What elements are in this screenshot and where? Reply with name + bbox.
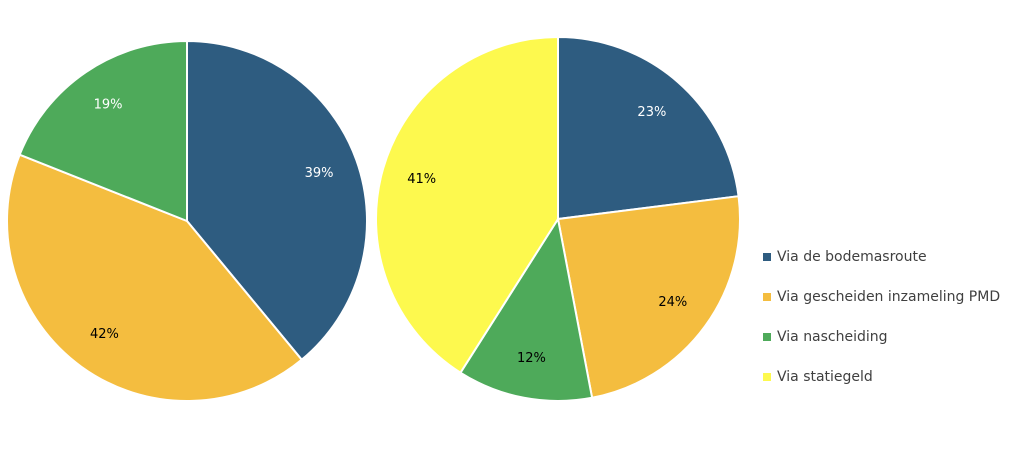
legend-label: Via statiegeld bbox=[777, 369, 873, 385]
data-label: 12% bbox=[517, 351, 546, 366]
data-label: 23% bbox=[637, 105, 666, 120]
data-label: 24% bbox=[658, 295, 687, 310]
legend-swatch bbox=[763, 373, 771, 381]
pie-slice bbox=[459, 216, 594, 402]
legend-label: Via gescheiden inzameling PMD bbox=[777, 289, 1000, 305]
legend-swatch bbox=[763, 333, 771, 341]
data-label: 19% bbox=[94, 97, 123, 112]
data-label: 41% bbox=[407, 172, 436, 187]
pie-slice bbox=[186, 39, 368, 362]
pie-slice bbox=[557, 35, 740, 221]
data-label: 39% bbox=[305, 166, 334, 181]
pie-slice bbox=[375, 35, 559, 375]
data-label: 42% bbox=[90, 327, 119, 342]
legend-swatch bbox=[763, 253, 771, 261]
legend-label: Via nascheiding bbox=[777, 329, 888, 345]
pie-slice bbox=[556, 195, 741, 399]
pie-slice bbox=[18, 39, 188, 223]
legend-label: Via de bodemasroute bbox=[777, 249, 927, 265]
pie-slice bbox=[6, 153, 304, 402]
legend-swatch bbox=[763, 293, 771, 301]
